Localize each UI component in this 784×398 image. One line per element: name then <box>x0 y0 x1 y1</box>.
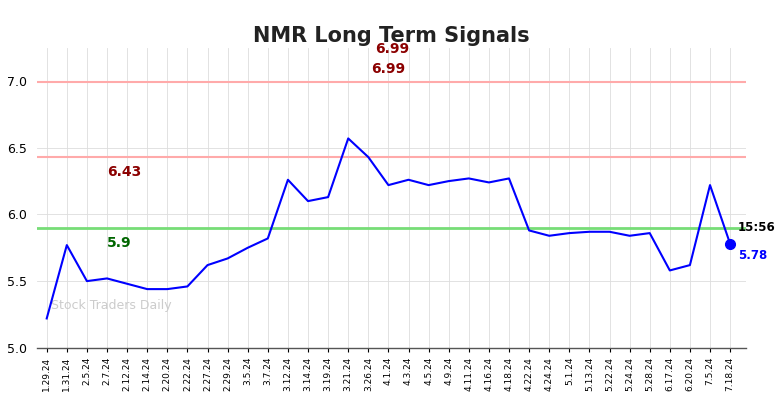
Text: 6.43: 6.43 <box>107 165 141 179</box>
Title: NMR Long Term Signals: NMR Long Term Signals <box>253 26 530 46</box>
Text: 5.9: 5.9 <box>107 236 132 250</box>
Text: 6.99: 6.99 <box>372 62 405 76</box>
Text: 15:56: 15:56 <box>739 221 776 234</box>
Text: 5.78: 5.78 <box>739 249 768 262</box>
Text: 6.99: 6.99 <box>375 42 409 56</box>
Text: Stock Traders Daily: Stock Traders Daily <box>51 299 172 312</box>
